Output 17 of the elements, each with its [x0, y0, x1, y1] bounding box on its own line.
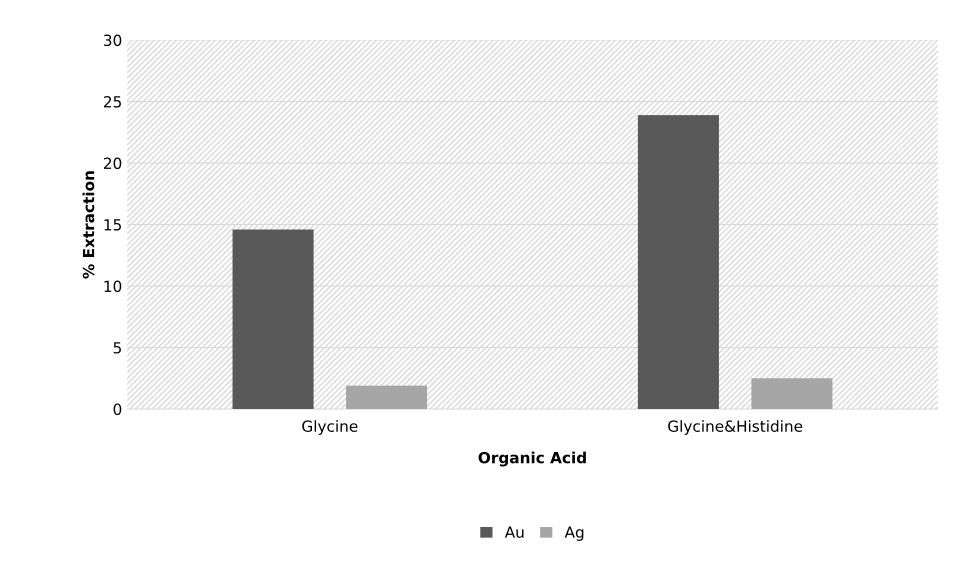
x-tick-label: Glycine — [302, 420, 358, 435]
x-tick-label: Glycine&Histidine — [668, 420, 802, 435]
y-axis-title: % Extraction — [82, 171, 94, 279]
y-tick-label: 30 — [104, 34, 122, 46]
bar — [751, 378, 832, 410]
y-tick-label: 5 — [114, 342, 121, 354]
bar — [346, 386, 428, 410]
legend-label: Ag — [564, 526, 584, 541]
y-tick-label: 15 — [104, 219, 121, 231]
legend-label: Au — [504, 526, 524, 538]
y-tick-label: 10 — [104, 280, 122, 292]
y-tick-label: 20 — [104, 158, 122, 170]
y-tick-label: 0 — [114, 403, 122, 416]
bar — [638, 115, 719, 410]
x-axis-title: Organic Acid — [478, 452, 586, 466]
bar — [232, 229, 314, 410]
y-tick-label: 25 — [104, 96, 121, 108]
